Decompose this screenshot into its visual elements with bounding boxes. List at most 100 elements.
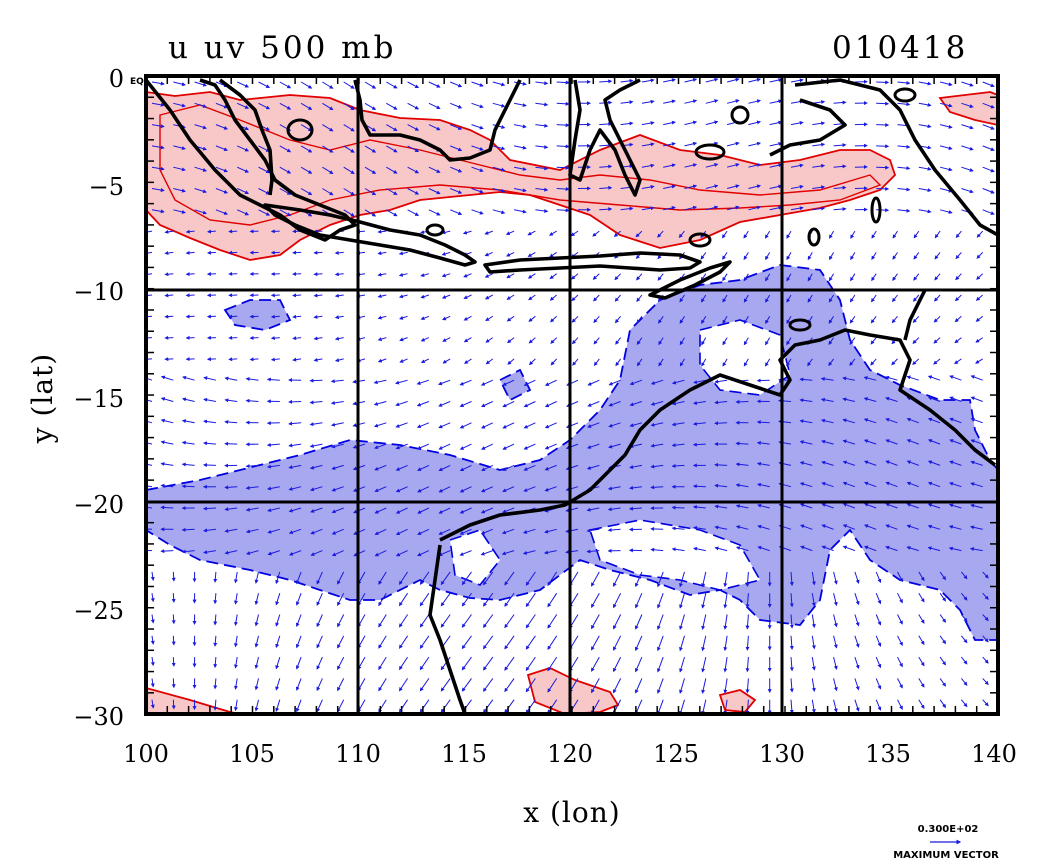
wind-vector <box>459 443 472 450</box>
wind-vector <box>658 337 664 346</box>
wind-vector <box>236 166 250 173</box>
wind-vector <box>419 571 430 586</box>
wind-vector <box>164 293 174 298</box>
wind-vector <box>811 635 816 650</box>
wind-vector <box>279 102 292 110</box>
wind-vector <box>608 443 621 449</box>
wind-vector <box>933 294 941 302</box>
wind-vector <box>398 571 409 585</box>
wind-vector <box>629 401 643 407</box>
wind-vector <box>386 102 398 110</box>
wind-vector <box>807 294 813 303</box>
wind-vector <box>407 81 420 89</box>
wind-vector <box>906 503 919 509</box>
wind-vector <box>679 678 685 694</box>
wind-vector <box>331 443 344 449</box>
coastline-sulawesi <box>568 78 642 197</box>
wind-vector <box>316 635 323 649</box>
wind-vector <box>245 464 259 469</box>
wind-vector <box>459 507 472 514</box>
wind-vector <box>181 397 195 402</box>
wind-vector <box>481 464 494 472</box>
wind-vector <box>961 592 968 601</box>
wind-vector <box>502 507 515 514</box>
wind-vector <box>692 505 706 510</box>
wind-vector <box>833 207 847 212</box>
wind-vector <box>897 614 903 625</box>
wind-vector <box>636 358 643 367</box>
wind-vector <box>828 294 835 303</box>
wind-vector <box>420 358 430 363</box>
wind-vector <box>969 547 983 552</box>
wind-vector <box>918 656 925 667</box>
wind-vector <box>364 209 377 217</box>
wind-vector <box>875 678 882 690</box>
wind-vector <box>288 507 302 513</box>
wind-vector <box>975 337 983 343</box>
wind-vector <box>485 337 494 343</box>
wind-vector <box>420 294 430 299</box>
wind-vector <box>812 121 826 126</box>
wind-vector <box>334 293 344 298</box>
wind-vector <box>461 571 472 586</box>
wind-vector <box>970 375 983 381</box>
wind-vector <box>213 593 218 605</box>
wind-vector <box>591 592 600 608</box>
wind-vector <box>343 124 355 132</box>
wind-vector <box>635 678 643 694</box>
wind-vector <box>735 504 749 509</box>
wind-vector <box>613 592 622 609</box>
wind-vector <box>614 315 621 324</box>
wind-vector <box>224 376 238 381</box>
wind-vector <box>701 571 707 588</box>
wind-vector <box>535 102 549 107</box>
x-tick-label: 135 <box>865 740 911 768</box>
wind-vector <box>245 377 259 382</box>
wind-vector <box>450 145 463 152</box>
wind-vector <box>769 184 783 189</box>
wind-vector <box>441 251 451 256</box>
wind-vector <box>891 315 898 324</box>
wind-vector <box>300 102 313 110</box>
wind-vector <box>450 166 463 173</box>
wind-vector <box>591 678 600 694</box>
wind-vector <box>939 124 953 129</box>
wind-vector <box>613 656 622 673</box>
wind-vector <box>765 294 771 303</box>
coastline-borneo <box>353 79 522 162</box>
wind-vector <box>854 614 860 627</box>
wind-vector <box>428 81 441 88</box>
wind-vector <box>828 358 835 367</box>
wind-vector <box>173 81 186 87</box>
island-7 <box>688 232 712 248</box>
wind-vector <box>316 678 323 692</box>
wind-vector <box>939 678 947 687</box>
wind-vector <box>607 507 621 512</box>
wind-vector <box>482 635 494 650</box>
wind-vector <box>863 376 877 381</box>
wind-vector <box>440 656 451 671</box>
wind-vector <box>310 528 323 535</box>
wind-vector <box>300 145 313 153</box>
wind-vector <box>428 188 441 195</box>
wind-vector <box>833 143 847 148</box>
wind-vector <box>279 81 292 89</box>
wind-vector <box>833 656 838 670</box>
wind-vector <box>185 272 195 277</box>
wind-vector <box>194 209 207 215</box>
wind-vector <box>970 482 983 488</box>
wind-vector <box>459 528 472 535</box>
wind-vector <box>615 358 622 367</box>
wind-vector <box>671 505 685 510</box>
wind-vector <box>224 528 238 533</box>
wind-vector <box>181 419 195 424</box>
wind-vector <box>203 550 216 555</box>
wind-vector <box>614 273 621 281</box>
wind-vector <box>463 337 472 343</box>
wind-vector <box>599 79 613 84</box>
wind-vector <box>614 294 621 302</box>
wind-vector <box>620 121 634 126</box>
wind-vector <box>245 528 259 534</box>
wind-vector <box>160 440 174 445</box>
wind-vector <box>254 571 259 584</box>
